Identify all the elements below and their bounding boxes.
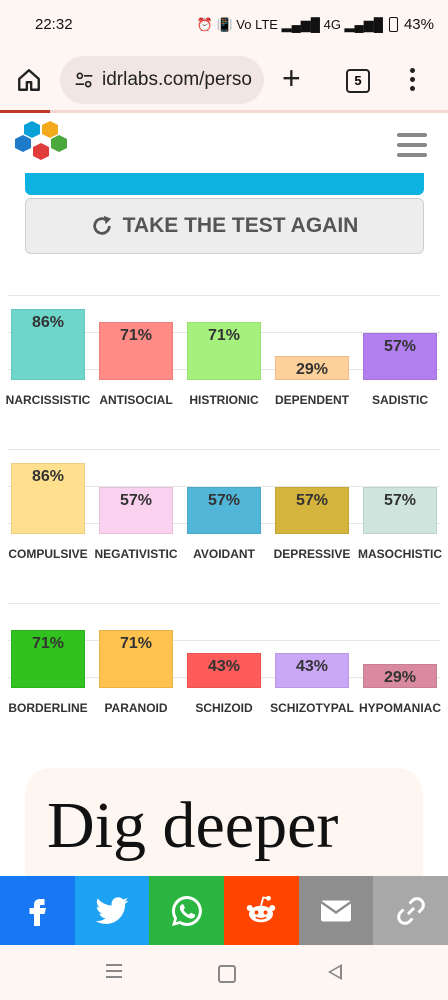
status-bar: 22:32 ⏰ 📳 Vo LTE ▂▄▆█ 4G ▂▄▆█ 43%	[0, 0, 448, 50]
twitter-share-button[interactable]	[74, 876, 150, 945]
status-icons: ⏰ 📳 Vo LTE ▂▄▆█ 4G ▂▄▆█ 43%	[197, 16, 434, 33]
bar-value-label: 57%	[207, 492, 241, 509]
reddit-share-button[interactable]	[224, 876, 299, 945]
gridline	[8, 449, 440, 450]
bar-depressive[interactable]: 57%	[275, 487, 349, 534]
refresh-icon	[92, 215, 111, 235]
bar-histrionic[interactable]: 71%	[187, 322, 261, 380]
bar-value-label: 86%	[31, 468, 65, 485]
bar-paranoid[interactable]: 71%	[99, 630, 173, 688]
recent-apps-icon[interactable]	[106, 964, 122, 982]
category-label: SCHIZOTYPAL	[270, 701, 354, 715]
bar-value-label: 57%	[119, 492, 153, 509]
page-load-progress	[0, 110, 448, 113]
facebook-icon	[29, 898, 47, 926]
email-share-button[interactable]	[298, 876, 374, 945]
tab-switcher-button[interactable]: 5	[346, 69, 370, 93]
bar-value-label: 43%	[295, 658, 329, 675]
category-label: NEGATIVISTIC	[94, 547, 178, 561]
bar-value-label: 29%	[383, 669, 417, 686]
system-nav-bar	[0, 945, 448, 1000]
category-label: ANTISOCIAL	[99, 393, 173, 407]
copy-link-button[interactable]	[373, 876, 448, 945]
category-label: MASOCHISTIC	[358, 547, 442, 561]
retake-label: TAKE THE TEST AGAIN	[122, 214, 359, 237]
chart-group-2: 86% COMPULSIVE 57% NEGATIVISTIC 57% AVOIDANT 5…	[0, 449, 448, 569]
bar-value-label: 29%	[295, 361, 329, 378]
category-label: HYPOMANIAC	[358, 701, 441, 715]
category-label: DEPRESSIVE	[273, 547, 351, 561]
back-icon[interactable]	[328, 964, 342, 980]
category-label: NARCISSISTIC	[5, 393, 91, 407]
battery-level: 43%	[403, 16, 434, 33]
gridline	[8, 640, 440, 641]
bar-borderline[interactable]: 71%	[11, 630, 85, 688]
bar-value-label: 57%	[383, 492, 417, 509]
reddit-icon	[247, 895, 276, 922]
twitter-icon	[95, 896, 129, 924]
bar-schizotypal[interactable]: 43%	[275, 653, 349, 688]
whatsapp-icon	[171, 895, 202, 926]
bar-hypomaniac[interactable]: 29%	[363, 664, 437, 688]
bar-value-label: 71%	[119, 327, 153, 344]
bar-value-label: 71%	[207, 327, 241, 344]
bar-schizoid[interactable]: 43%	[187, 653, 261, 688]
category-label: SADISTIC	[371, 393, 428, 407]
bar-antisocial[interactable]: 71%	[99, 322, 173, 380]
retake-test-button[interactable]: TAKE THE TEST AGAIN	[25, 198, 424, 254]
category-label: PARANOID	[104, 701, 168, 715]
site-header	[0, 113, 448, 173]
hamburger-menu-icon[interactable]	[397, 133, 427, 163]
address-bar[interactable]: idrlabs.com/perso	[60, 56, 264, 104]
bar-compulsive[interactable]: 86%	[11, 463, 85, 534]
battery-icon	[388, 17, 398, 32]
site-settings-icon[interactable]	[74, 70, 94, 90]
share-bar	[0, 876, 448, 945]
result-banner	[25, 173, 424, 195]
email-icon	[320, 900, 352, 921]
bar-value-label: 57%	[383, 338, 417, 355]
bar-negativistic[interactable]: 57%	[99, 487, 173, 534]
home-nav-icon[interactable]	[218, 965, 236, 983]
dig-deeper-title: Dig deeper	[47, 789, 339, 862]
category-label: HISTRIONIC	[189, 393, 259, 407]
bar-value-label: 71%	[119, 635, 153, 652]
gridline	[8, 603, 440, 604]
category-label: AVOIDANT	[193, 547, 255, 561]
bar-sadistic[interactable]: 57%	[363, 333, 437, 380]
bar-value-label: 43%	[207, 658, 241, 675]
bar-value-label: 71%	[31, 635, 65, 652]
category-label: COMPULSIVE	[8, 547, 88, 561]
bar-dependent[interactable]: 29%	[275, 356, 349, 380]
category-label: SCHIZOID	[195, 701, 253, 715]
link-icon	[396, 896, 425, 925]
idrlabs-logo[interactable]	[12, 121, 70, 169]
category-label: BORDERLINE	[8, 701, 88, 715]
url-text[interactable]: idrlabs.com/perso	[102, 69, 252, 90]
whatsapp-share-button[interactable]	[149, 876, 225, 945]
bar-value-label: 57%	[295, 492, 329, 509]
status-time: 22:32	[35, 16, 73, 33]
bar-narcissistic[interactable]: 86%	[11, 309, 85, 380]
gridline	[8, 486, 440, 487]
status-indicators: ⏰ 📳 Vo LTE ▂▄▆█ 4G ▂▄▆█	[196, 16, 383, 32]
facebook-share-button[interactable]	[0, 876, 75, 945]
chart-group-3: 71% BORDERLINE 71% PARANOID 43% SCHIZOID 43% SC…	[0, 603, 448, 723]
browser-toolbar: idrlabs.com/perso + 5	[0, 50, 448, 110]
overflow-menu-icon[interactable]	[410, 68, 416, 95]
chart-group-1: 86% NARCISSISTIC 71% ANTISOCIAL 71% HISTRIONI…	[0, 295, 448, 415]
bar-avoidant[interactable]: 57%	[187, 487, 261, 534]
gridline	[8, 295, 440, 296]
bar-masochistic[interactable]: 57%	[363, 487, 437, 534]
new-tab-icon[interactable]: +	[282, 60, 301, 96]
bar-value-label: 86%	[31, 314, 65, 331]
category-label: DEPENDENT	[274, 393, 349, 407]
home-icon[interactable]	[16, 67, 42, 93]
